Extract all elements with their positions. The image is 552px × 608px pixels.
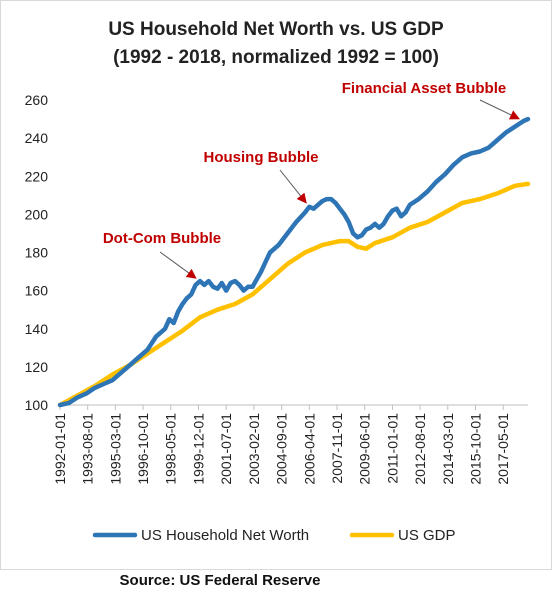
axes: 100 120 140 160 180 200 220 240 260 1992-01-01 199… <box>25 92 528 485</box>
annotation-label: Housing Bubble <box>204 149 319 166</box>
x-tick-label: 1998-05-01 <box>163 413 179 485</box>
x-tick-label: 2015-10-01 <box>467 413 483 485</box>
x-tick-label: 2009-06-01 <box>357 413 373 485</box>
x-tick-label: 1995-03-01 <box>107 413 123 485</box>
x-tick-label: 2004-09-01 <box>274 413 290 485</box>
x-tick-label: 2014-03-01 <box>440 413 456 485</box>
x-tick-label: 2001-07-01 <box>218 413 234 485</box>
chart-title-line1: US Household Net Worth vs. US GDP <box>108 19 444 40</box>
series-layer <box>57 116 531 408</box>
chart-border <box>0 0 552 570</box>
y-tick-label: 180 <box>25 245 49 261</box>
chart-frame: US Household Net Worth vs. US GDP (1992 … <box>0 0 552 570</box>
line-chart: US Household Net Worth vs. US GDP (1992 … <box>0 0 552 570</box>
y-tick-label: 200 <box>25 206 49 222</box>
source-note: Source: US Federal Reserve <box>119 572 321 589</box>
y-tick-label: 160 <box>25 283 49 299</box>
x-tick-label: 2012-08-01 <box>412 413 428 485</box>
y-tick-label: 100 <box>25 397 49 413</box>
x-tick-label: 2006-04-01 <box>301 413 317 485</box>
y-tick-label: 120 <box>25 359 49 375</box>
y-tick-label: 260 <box>25 92 49 108</box>
y-tick-label: 240 <box>25 130 49 146</box>
x-tick-label: 1992-01-01 <box>52 413 68 485</box>
x-tick-label: 2011-01-01 <box>384 413 400 484</box>
x-tick-label: 1996-10-01 <box>135 413 151 485</box>
annotation-label: Financial Asset Bubble <box>342 80 506 97</box>
x-tick-label: 2017-05-01 <box>495 413 511 485</box>
y-tick-label: 220 <box>25 168 49 184</box>
annotations: Financial Asset Bubble Housing Bubble Dot-… <box>103 80 520 279</box>
annotation-arrow <box>279 169 307 204</box>
legend: US Household Net Worth US GDP <box>92 527 456 544</box>
x-tick-label: 1999-12-01 <box>190 413 206 485</box>
series-line-us-gdp <box>57 181 531 408</box>
legend-label: US Household Net Worth <box>141 527 309 544</box>
x-tick-label: 2007-11-01 <box>329 413 345 484</box>
x-tick-label: 1993-08-01 <box>80 413 96 485</box>
annotation-label: Dot-Com Bubble <box>103 230 221 247</box>
annotation-arrow <box>159 251 197 279</box>
x-tick-label: 2003-02-01 <box>246 413 262 485</box>
annotation-arrow <box>479 99 520 120</box>
series-line-household-net-worth <box>57 116 531 408</box>
chart-title-line2: (1992 - 2018, normalized 1992 = 100) <box>113 47 439 68</box>
y-tick-label: 140 <box>25 321 49 337</box>
legend-label: US GDP <box>398 527 456 544</box>
